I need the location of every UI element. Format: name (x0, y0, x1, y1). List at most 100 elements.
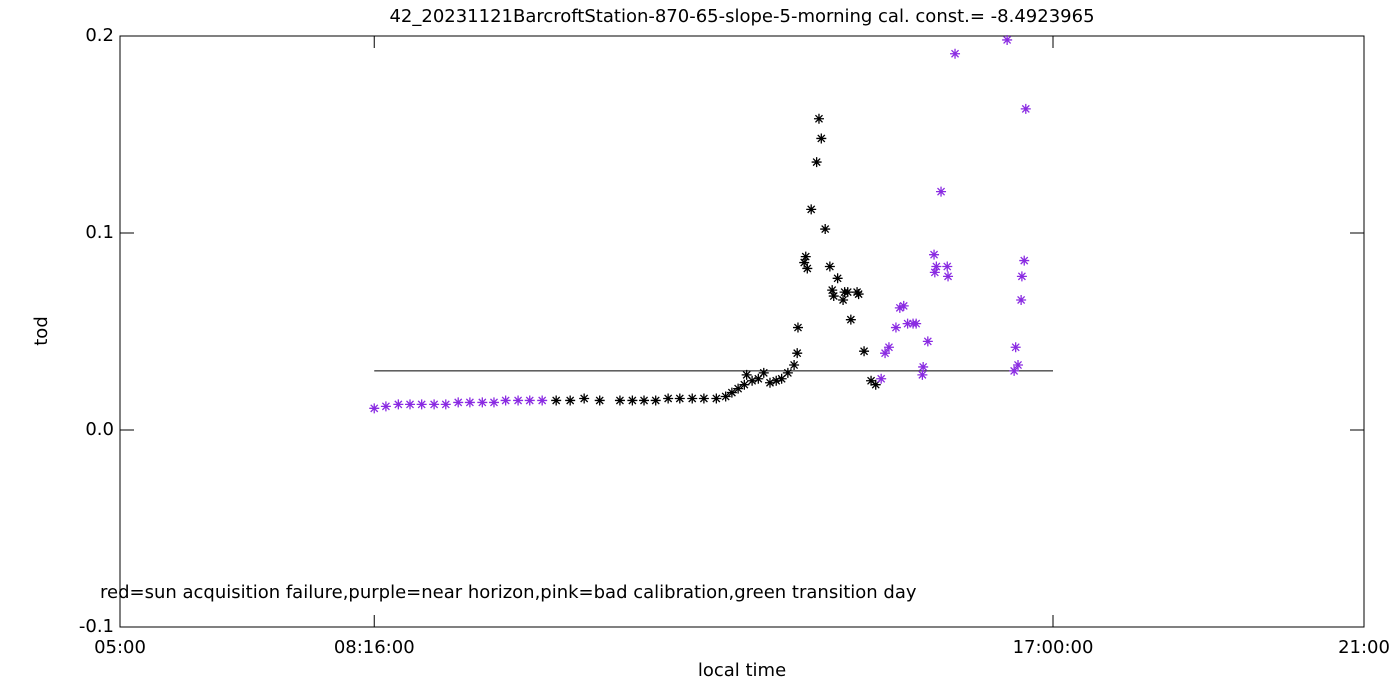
data-point (828, 291, 839, 302)
data-point (859, 346, 870, 357)
x-axis-label: local time (698, 660, 786, 681)
data-point (594, 395, 605, 406)
data-point (687, 393, 698, 404)
data-point (782, 367, 793, 378)
y-tick-label: 0.2 (85, 25, 114, 46)
data-point (720, 391, 731, 402)
plot-frame (119, 35, 1365, 628)
data-point (711, 393, 722, 404)
data-point (524, 395, 535, 406)
data-point (929, 267, 940, 278)
data-point (802, 263, 813, 274)
data-point (565, 395, 576, 406)
data-point (942, 261, 953, 272)
data-point (453, 397, 464, 408)
data-point (393, 399, 404, 410)
x-tick-label: 17:00:00 (1013, 637, 1094, 658)
data-point (1016, 294, 1027, 305)
data-point (816, 133, 827, 144)
data-point (792, 348, 803, 359)
data-point (579, 393, 590, 404)
data-point (674, 393, 685, 404)
data-point (936, 186, 947, 197)
data-point (380, 401, 391, 412)
data-point (813, 113, 824, 124)
data-point (902, 318, 913, 329)
y-axis-label: tod (31, 316, 52, 346)
data-point (950, 48, 961, 59)
x-tick-label: 05:00 (94, 637, 146, 658)
data-point (405, 399, 416, 410)
data-point (764, 377, 775, 388)
data-point (698, 393, 709, 404)
chart-title: 42_20231121BarcroftStation-870-65-slope-… (389, 6, 1094, 27)
data-point (739, 379, 750, 390)
data-point (876, 373, 887, 384)
data-point (1019, 255, 1030, 266)
data-point (799, 257, 810, 268)
data-point (726, 387, 737, 398)
data-point (513, 395, 524, 406)
y-tick-label: -0.1 (79, 616, 114, 637)
data-point (1009, 365, 1020, 376)
data-point (551, 395, 562, 406)
data-point (883, 342, 894, 353)
data-point (488, 397, 499, 408)
data-point (870, 379, 881, 390)
data-point (811, 157, 822, 168)
annotation: red=sun acquisition failure,purple=near … (100, 582, 917, 603)
data-point (880, 348, 891, 359)
data-point (943, 271, 954, 282)
data-point (771, 375, 782, 386)
data-point (911, 318, 922, 329)
data-point (789, 359, 800, 370)
data-point (1020, 103, 1031, 114)
data-point (500, 395, 511, 406)
data-point (429, 399, 440, 410)
data-point (1013, 359, 1024, 370)
data-point (639, 395, 650, 406)
data-point (614, 395, 625, 406)
data-point (832, 273, 843, 284)
data-point (806, 204, 817, 215)
data-point (464, 397, 475, 408)
data-point (477, 397, 488, 408)
data-point (747, 375, 758, 386)
data-point (758, 367, 769, 378)
x-tick-label: 08:16:00 (334, 637, 415, 658)
data-point (650, 395, 661, 406)
data-point (792, 322, 803, 333)
data-point (931, 261, 942, 272)
data-point (627, 395, 638, 406)
data-point (733, 383, 744, 394)
data-point (1016, 271, 1027, 282)
data-point (776, 373, 787, 384)
data-point (898, 300, 909, 311)
y-tick-label: 0.1 (85, 222, 114, 243)
data-point (537, 395, 548, 406)
data-point (894, 302, 905, 313)
data-point (845, 314, 856, 325)
data-point (440, 399, 451, 410)
data-point (866, 375, 877, 386)
data-point (800, 251, 811, 262)
data-point (824, 261, 835, 272)
data-point (1002, 34, 1013, 45)
data-point (918, 361, 929, 372)
data-point (853, 289, 864, 300)
data-point (369, 403, 380, 414)
data-point (753, 373, 764, 384)
data-point (741, 369, 752, 380)
data-point (820, 224, 831, 235)
data-point (663, 393, 674, 404)
data-point (917, 369, 928, 380)
data-point (929, 249, 940, 260)
data-point (842, 287, 853, 298)
y-tick-label: 0.0 (85, 419, 114, 440)
data-point (416, 399, 427, 410)
data-point (890, 322, 901, 333)
data-point (1010, 342, 1021, 353)
